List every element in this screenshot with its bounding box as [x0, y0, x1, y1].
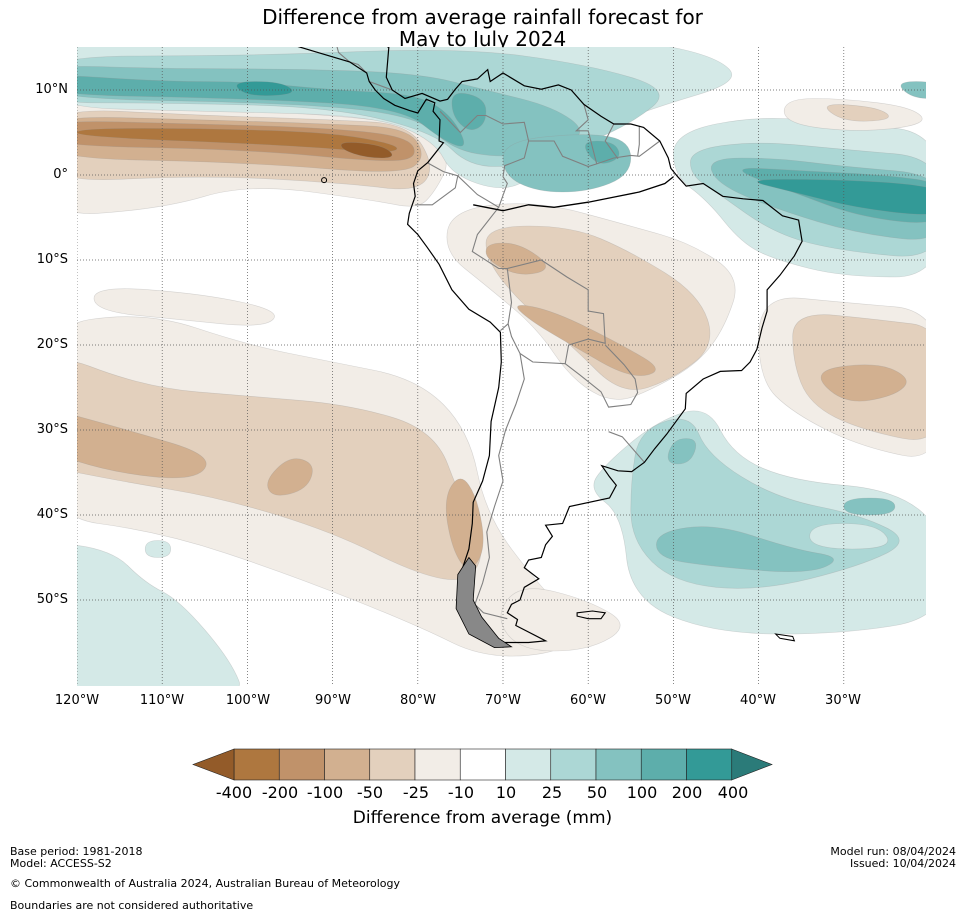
- contour-wet-moderate: [900, 81, 926, 99]
- lat-label: 30°S: [36, 422, 68, 437]
- colorbar-cell: [278, 748, 325, 781]
- contour-dry-moderate: [485, 242, 546, 275]
- contour-wet-moderate: [843, 497, 896, 516]
- boundaries-disclaimer: Boundaries are not considered authoritat…: [10, 899, 254, 912]
- lat-label: 50°S: [36, 592, 68, 607]
- country-border: [637, 126, 640, 157]
- colorbar-tick: -100: [306, 783, 344, 802]
- colorbar-cell: [369, 748, 416, 781]
- contour-dry-moderate: [267, 458, 313, 496]
- country-border: [457, 175, 513, 332]
- issued-date-text: Issued: 10/04/2024: [849, 857, 956, 870]
- colorbar-tick: -200: [261, 783, 299, 802]
- lon-label: 110°W: [139, 693, 185, 708]
- galapagos-islands: [321, 177, 328, 184]
- contour-wet-strong: [585, 140, 620, 164]
- country-border: [415, 162, 459, 206]
- amazon-river: [473, 176, 674, 212]
- colorbar-cell: [550, 748, 597, 781]
- model-run-text: Model run: 08/04/2024: [830, 845, 956, 858]
- contour-wet-light: [144, 540, 172, 558]
- colorbar-tick: -25: [402, 783, 430, 802]
- map-title-line-2: May to July 2024: [398, 27, 567, 51]
- base-period-text: Base period: 1981-2018: [10, 845, 143, 858]
- lat-label: 0°: [53, 167, 68, 182]
- lon-label: 80°W: [400, 693, 436, 708]
- colorbar-cell: [505, 748, 552, 781]
- lat-label: 20°S: [36, 337, 68, 352]
- lat-label: 10°N: [35, 82, 68, 97]
- colorbar-cell: [324, 748, 371, 781]
- colorbar-cell: [686, 748, 733, 781]
- contour-wet-light: [809, 523, 889, 550]
- colorbar-extend-low: [192, 748, 235, 781]
- contour-dry-light: [500, 588, 621, 652]
- lat-label: 40°S: [36, 507, 68, 522]
- lon-label: 90°W: [315, 693, 351, 708]
- lon-label: 60°W: [570, 693, 606, 708]
- country-border: [574, 104, 598, 165]
- colorbar-cell: [233, 748, 280, 781]
- lon-label: 30°W: [825, 693, 861, 708]
- colorbar-tick: 100: [626, 783, 658, 802]
- contour-wet-light: [77, 545, 240, 686]
- country-border: [608, 431, 645, 463]
- contour-wet-moderate: [656, 526, 834, 572]
- colorbar-tick: -10: [447, 783, 475, 802]
- contour-dry-extreme: [340, 142, 393, 159]
- contour-wet-moderate: [667, 438, 697, 465]
- colorbar-tick: 400: [717, 783, 749, 802]
- country-borders: [336, 47, 661, 620]
- colorbar-tick: -400: [215, 783, 253, 802]
- colorbar-cell: [459, 748, 506, 781]
- colorbar-tick: 25: [541, 783, 563, 802]
- contour-dry-light: [93, 288, 275, 326]
- chilean-archipelago: [455, 556, 513, 649]
- country-border: [349, 61, 368, 74]
- map-gridlines: [77, 47, 926, 686]
- lon-label: 100°W: [225, 693, 271, 708]
- country-border: [564, 344, 639, 408]
- colorbar-cell: [414, 748, 461, 781]
- country-border: [336, 47, 350, 63]
- map-title-line-1: Difference from average rainfall forecas…: [262, 5, 703, 29]
- south-georgia-island: [774, 633, 796, 642]
- country-border: [369, 80, 393, 91]
- model-text: Model: ACCESS-S2: [10, 857, 112, 870]
- coastline: [297, 47, 803, 649]
- colorbar-cell: [595, 748, 642, 781]
- country-border: [604, 123, 619, 160]
- contour-wet-very-strong: [236, 81, 293, 96]
- contour-dry: [826, 104, 889, 122]
- contour-dry-moderate: [517, 305, 656, 376]
- colorbar-tick: 10: [495, 783, 517, 802]
- contour-wet-strong: [451, 92, 487, 130]
- lon-label: 120°W: [54, 693, 100, 708]
- colorbar-tick: 200: [671, 783, 703, 802]
- copyright-text: © Commonwealth of Australia 2024, Austra…: [10, 877, 400, 890]
- contour-wet-very-strong: [757, 178, 926, 215]
- rainfall-map: [77, 47, 926, 686]
- colorbar-label: Difference from average (mm): [352, 808, 613, 828]
- contour-dry-moderate: [77, 415, 207, 479]
- lon-label: 70°W: [485, 693, 521, 708]
- colorbar-cell: [640, 748, 687, 781]
- colorbar-tick: -50: [356, 783, 384, 802]
- lon-label: 50°W: [655, 693, 691, 708]
- country-border: [507, 259, 606, 365]
- falkland-islands: [576, 610, 607, 620]
- colorbar-extend-high: [731, 748, 773, 781]
- rainfall-contours: [77, 47, 926, 686]
- contour-dry-moderate: [820, 364, 907, 402]
- south-america-coastline: [297, 47, 803, 644]
- lat-label: 10°S: [36, 252, 68, 267]
- country-border: [439, 110, 530, 208]
- colorbar-tick: 50: [586, 783, 608, 802]
- lon-label: 40°W: [740, 693, 776, 708]
